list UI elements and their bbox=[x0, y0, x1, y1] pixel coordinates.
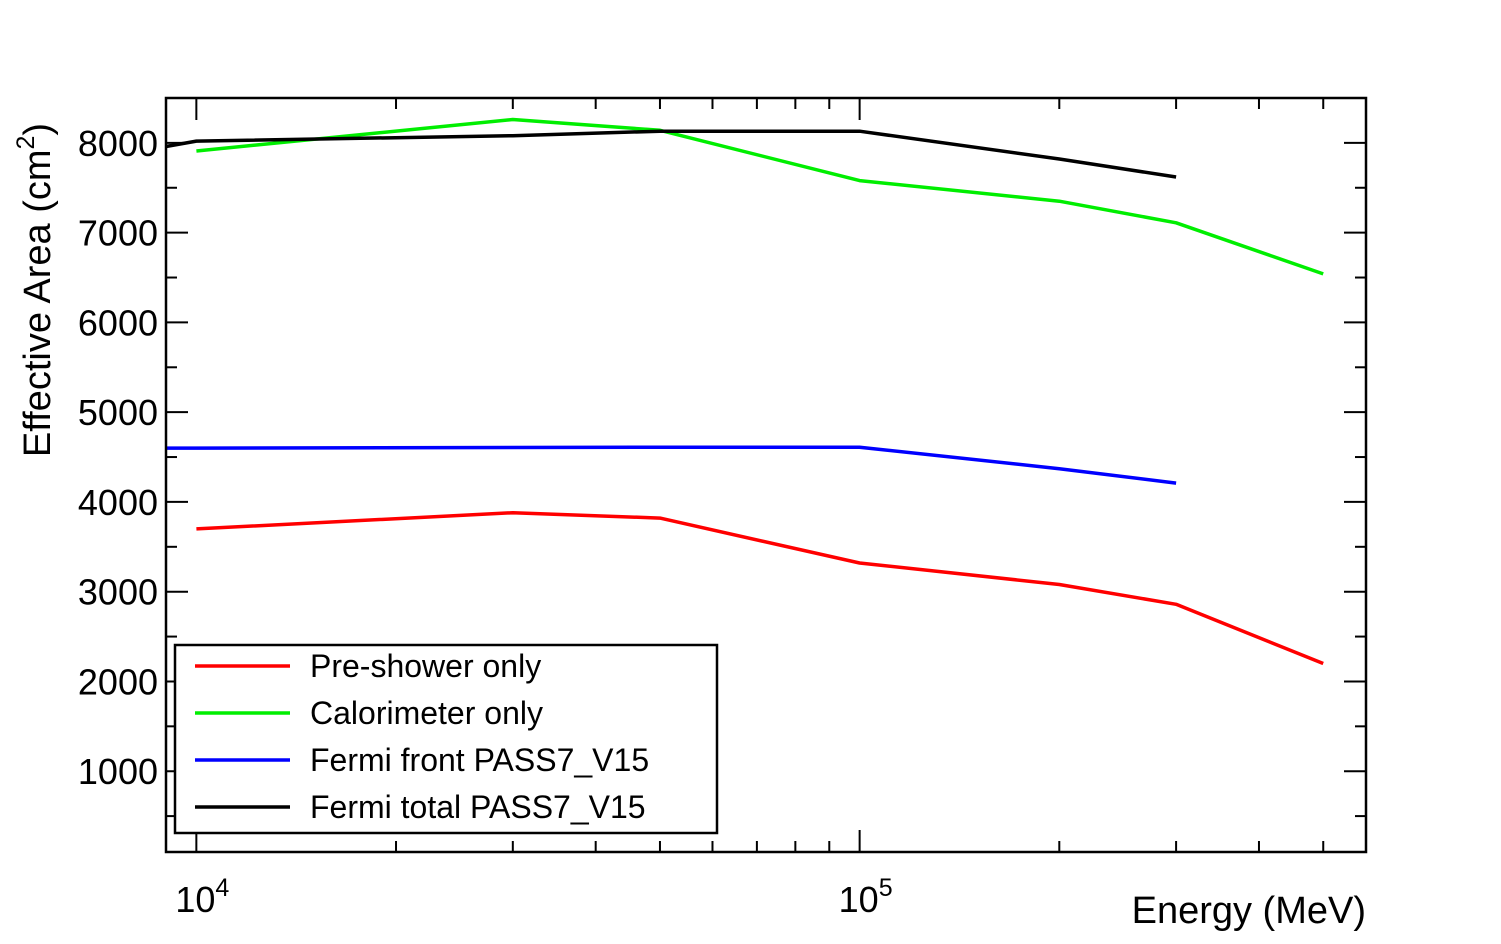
y-tick-label: 1000 bbox=[78, 751, 158, 792]
legend-label-4: Fermi total PASS7_V15 bbox=[310, 789, 646, 825]
y-tick-label: 7000 bbox=[78, 213, 158, 254]
y-tick-label: 4000 bbox=[78, 482, 158, 523]
y-axis-label-superscript: 2 bbox=[12, 136, 40, 150]
x-axis-label: Energy (MeV) bbox=[1132, 890, 1366, 932]
plot-frame bbox=[164, 96, 1368, 854]
y-tick-label: 5000 bbox=[78, 392, 158, 433]
series-line-4 bbox=[165, 129, 1177, 179]
legend-label-2: Calorimeter only bbox=[310, 695, 543, 731]
x-tick-label: 104 bbox=[175, 874, 229, 920]
y-axis-label: Effective Area (cm2) bbox=[12, 123, 59, 457]
legend: Pre-shower only Calorimeter only Fermi fro… bbox=[173, 643, 719, 835]
legend-label-3: Fermi front PASS7_V15 bbox=[310, 742, 649, 778]
ticks-layer: 1000 2000 3000 4000 5000 6000 7000 8000 104 105 bbox=[78, 97, 1366, 920]
y-tick-label: 2000 bbox=[78, 661, 158, 702]
series-line-3 bbox=[166, 445, 1177, 485]
y-tick-label: 6000 bbox=[78, 302, 158, 343]
series-line-2 bbox=[196, 117, 1324, 276]
legend-label-1: Pre-shower only bbox=[310, 648, 541, 684]
x-tick-label: 105 bbox=[839, 874, 893, 920]
series-line-1 bbox=[196, 510, 1324, 666]
legend-box bbox=[173, 643, 719, 835]
y-tick-label: 3000 bbox=[78, 572, 158, 613]
series-layer bbox=[165, 117, 1324, 666]
y-tick-label: 8000 bbox=[78, 123, 158, 164]
